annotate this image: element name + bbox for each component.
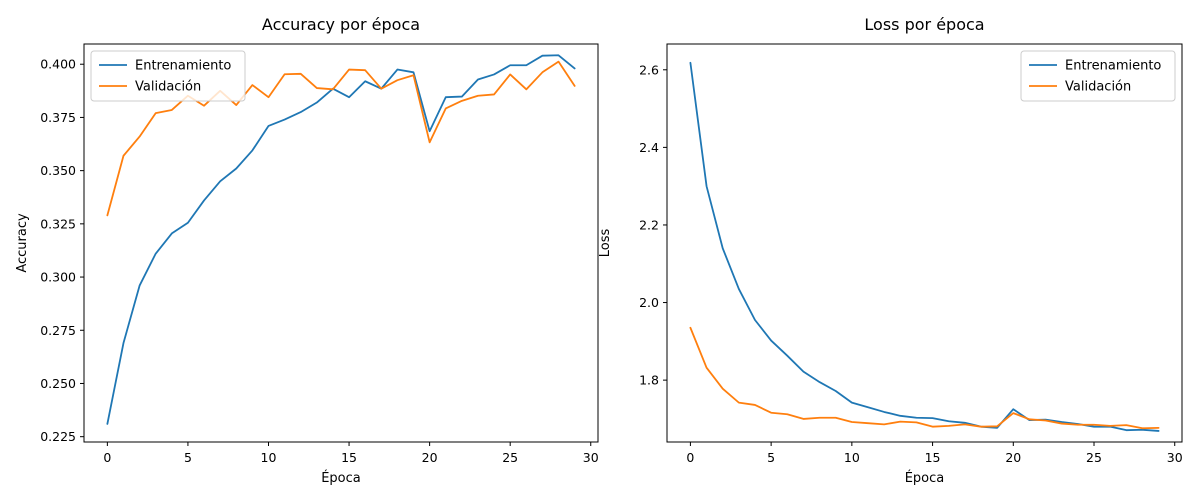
y-tick-label: 0.400 <box>40 57 76 72</box>
y-tick-label: 0.225 <box>40 429 76 444</box>
legend-label-validacion: Validación <box>135 80 201 95</box>
y-tick-label: 2.4 <box>639 140 659 155</box>
x-tick-label: 25 <box>1086 450 1102 465</box>
loss-chart: 0 5 10 15 20 25 30 1.8 2.0 2.2 2.4 2.6 Loss por époc… <box>598 15 1183 486</box>
chart-title: Accuracy por época <box>262 15 420 34</box>
x-tick-label: 0 <box>686 450 694 465</box>
y-axis-label: Loss <box>598 229 613 258</box>
x-tick-label: 15 <box>925 450 941 465</box>
y-tick-label: 0.375 <box>40 110 76 125</box>
series-line-entrenamiento <box>689 61 1160 432</box>
y-tick-label: 2.6 <box>639 62 659 77</box>
x-tick-label: 20 <box>1005 450 1021 465</box>
x-tick-label: 25 <box>502 450 518 465</box>
y-tick-label: 0.250 <box>40 376 76 391</box>
legend: Entrenamiento Validación <box>1020 50 1176 102</box>
x-tick-label: 20 <box>422 450 438 465</box>
y-axis-label: Accuracy <box>15 213 30 273</box>
plot-frame <box>83 43 599 443</box>
x-tick-label: 5 <box>184 450 192 465</box>
x-tick-label: 30 <box>1167 450 1183 465</box>
y-tick-label: 0.350 <box>40 163 76 178</box>
x-tick-label: 5 <box>767 450 775 465</box>
legend-box <box>90 50 246 102</box>
series-line-validacion <box>689 326 1160 430</box>
x-tick-label: 10 <box>261 450 277 465</box>
chart-title: Loss por época <box>864 15 984 34</box>
accuracy-chart: 0 5 10 15 20 25 30 0.225 0.250 0.275 0.300 0.325 0.3… <box>15 15 599 486</box>
x-tick-label: 15 <box>341 450 357 465</box>
x-axis-label: Época <box>905 470 945 486</box>
y-tick-label: 0.325 <box>40 216 76 231</box>
series-line-entrenamiento <box>106 54 576 425</box>
legend: Entrenamiento Validación <box>90 50 246 102</box>
y-tick-label: 0.300 <box>40 270 76 285</box>
y-tick-label: 1.8 <box>639 373 659 388</box>
x-tick-label: 0 <box>103 450 111 465</box>
legend-label-validacion: Validación <box>1065 80 1131 95</box>
x-axis-label: Época <box>321 470 361 486</box>
legend-label-entrenamiento: Entrenamiento <box>135 59 231 74</box>
y-tick-label: 2.2 <box>639 217 659 232</box>
legend-box <box>1020 50 1176 102</box>
x-tick-label: 30 <box>583 450 599 465</box>
plot-frame <box>666 43 1183 443</box>
y-tick-label: 2.0 <box>639 295 659 310</box>
y-tick-label: 0.275 <box>40 323 76 338</box>
legend-label-entrenamiento: Entrenamiento <box>1065 59 1161 74</box>
x-tick-label: 10 <box>844 450 860 465</box>
